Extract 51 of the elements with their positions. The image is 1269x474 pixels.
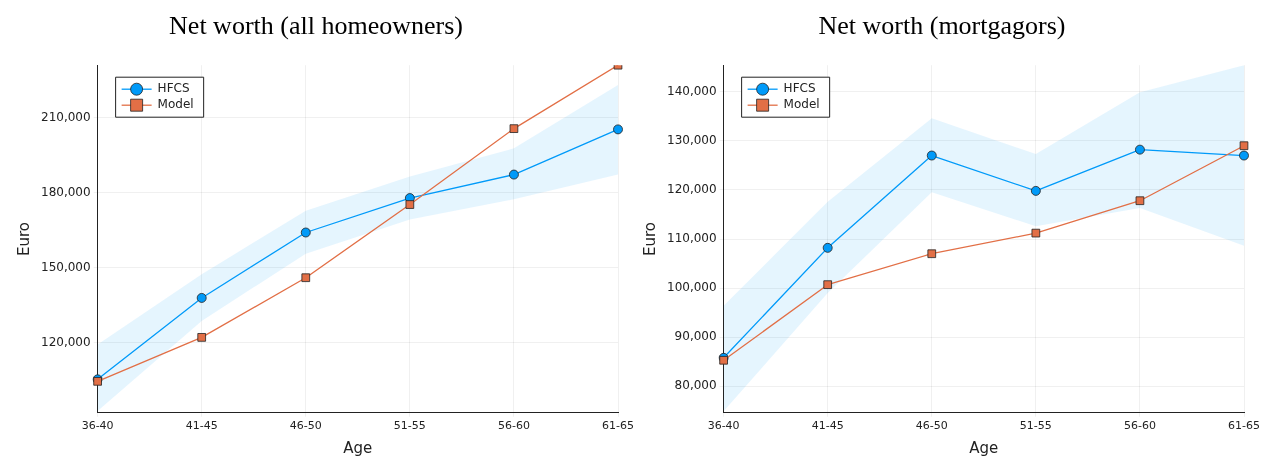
y-tick-label: 90,000 (674, 329, 717, 344)
x-tick-label: 41-45 (185, 419, 218, 433)
x-tick-label: 51-55 (393, 419, 426, 433)
x-tick-label: 36-40 (81, 419, 114, 433)
point (1239, 150, 1249, 161)
x-tick-label: 46-50 (289, 419, 322, 433)
x-tick-label: 61-65 (1228, 419, 1260, 433)
point (509, 169, 519, 180)
y-tick-label: 120,000 (667, 182, 717, 197)
point (301, 273, 311, 282)
x-tick-label: 61-65 (602, 419, 634, 433)
point (927, 249, 937, 259)
legend-label: Model (783, 97, 820, 112)
y-tick-label: 140,000 (667, 83, 717, 98)
point (1135, 196, 1145, 205)
legend-label: Model (157, 97, 194, 112)
point (613, 124, 623, 135)
chart-title: Net worth (all homeowners) (169, 11, 463, 41)
point (197, 333, 206, 342)
y-tick-label: 110,000 (667, 231, 717, 246)
y-tick-label: 150,000 (41, 259, 91, 274)
legend-label: HFCS (783, 81, 816, 96)
y-tick-label: 100,000 (667, 280, 717, 295)
x-axis-title: Age (969, 438, 999, 457)
point (926, 150, 937, 161)
x-tick-label: 41-45 (811, 419, 844, 433)
point (300, 227, 311, 238)
x-tick-label: 51-55 (1019, 419, 1052, 433)
point (822, 242, 833, 253)
point (1030, 185, 1041, 196)
legend-label: HFCS (157, 81, 190, 96)
y-tick-label: 180,000 (41, 184, 91, 199)
x-tick-label: 46-50 (915, 419, 948, 433)
x-tick-label: 56-60 (1123, 419, 1156, 433)
y-axis-title: Euro (640, 222, 659, 256)
y-tick-label: 120,000 (41, 334, 91, 349)
point (1031, 228, 1041, 238)
y-tick-label: 210,000 (41, 109, 91, 124)
point (823, 280, 832, 289)
y-tick-label: 130,000 (667, 132, 717, 147)
x-tick-label: 36-40 (707, 419, 740, 433)
x-axis-title: Age (343, 438, 373, 457)
point (1135, 144, 1145, 155)
y-axis-title: Euro (14, 222, 33, 256)
y-tick-label: 80,000 (674, 378, 717, 393)
point (509, 124, 519, 133)
point (405, 200, 415, 209)
point (1239, 141, 1249, 151)
point (196, 293, 207, 303)
x-tick-label: 56-60 (497, 419, 530, 433)
chart-title: Net worth (mortgagors) (818, 11, 1066, 41)
